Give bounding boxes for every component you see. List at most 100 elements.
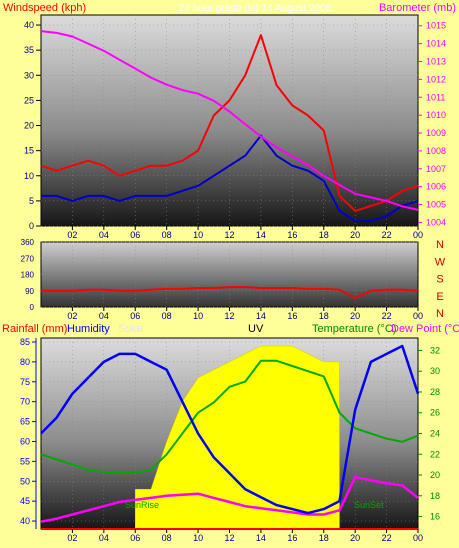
barometer-ytick-label: 1013 bbox=[426, 56, 446, 66]
barometer-ytick-label: 1008 bbox=[426, 146, 446, 156]
compass-label: S bbox=[436, 274, 443, 286]
temperature-xtick-label: 08 bbox=[162, 533, 172, 543]
temperature-ytick-label: 28 bbox=[430, 387, 440, 397]
wind-xtick-label: 12 bbox=[224, 230, 234, 240]
temperature-xtick-label: 16 bbox=[287, 533, 297, 543]
wind-ytick-label: 20 bbox=[24, 121, 34, 131]
legend-temperature: Temperature (°C) bbox=[312, 323, 396, 335]
temperature-ytick-label: 30 bbox=[430, 366, 440, 376]
direction-ytick-label: 90 bbox=[25, 287, 34, 296]
wind-direction-line bbox=[41, 286, 419, 299]
temperature-xtick-label: 04 bbox=[99, 533, 109, 543]
wind-xtick-label: 22 bbox=[382, 230, 392, 240]
wind-ytick-label: 15 bbox=[24, 146, 34, 156]
barometer-ytick-label: 1007 bbox=[426, 164, 446, 174]
wind-xtick-label: 18 bbox=[319, 230, 329, 240]
chart-date-title: 24 hour graph (to) 14 August 2006 bbox=[179, 3, 332, 14]
temperature-xtick-label: 18 bbox=[319, 533, 329, 543]
wind-xtick-label: 08 bbox=[162, 230, 172, 240]
wind-ytick-label: 35 bbox=[24, 45, 34, 55]
direction-xtick-label: 14 bbox=[256, 311, 266, 321]
temperature-ytick-label: 16 bbox=[430, 512, 440, 522]
legend-solar: Solar bbox=[118, 323, 144, 335]
compass-label: N bbox=[436, 239, 444, 251]
direction-ytick-label: 0 bbox=[30, 303, 35, 312]
sunset-label: SunSet bbox=[354, 500, 384, 510]
temperature-xtick-label: 12 bbox=[224, 533, 234, 543]
direction-xtick-label: 10 bbox=[193, 311, 203, 321]
humidity-ytick-label: 85 bbox=[20, 337, 30, 347]
wind-ytick-label: 5 bbox=[29, 196, 34, 206]
direction-ytick-label: 180 bbox=[21, 271, 35, 280]
barometer-ytick-label: 1005 bbox=[426, 200, 446, 210]
temperature-xtick-label: 00 bbox=[413, 533, 423, 543]
temperature-xtick-label: 10 bbox=[193, 533, 203, 543]
compass-label: W bbox=[435, 256, 446, 268]
humidity-ytick-label: 45 bbox=[20, 496, 30, 506]
humidity-ytick-label: 55 bbox=[20, 456, 30, 466]
barometer-ytick-label: 1012 bbox=[426, 74, 446, 84]
temperature-line bbox=[40, 359, 419, 474]
barometer-ytick-label: 1006 bbox=[426, 182, 446, 192]
legend-humidity: Humidity bbox=[67, 323, 110, 335]
temperature-xtick-label: 14 bbox=[256, 533, 266, 543]
temperature-ytick-label: 32 bbox=[430, 345, 440, 355]
direction-xtick-label: 20 bbox=[350, 311, 360, 321]
temperature-ytick-label: 24 bbox=[430, 429, 440, 439]
temperature-ytick-label: 26 bbox=[430, 408, 440, 418]
direction-xtick-label: 18 bbox=[319, 311, 329, 321]
humidity-ytick-label: 65 bbox=[20, 417, 30, 427]
humidity-ytick-label: 60 bbox=[20, 436, 30, 446]
humidity-ytick-label: 75 bbox=[20, 377, 30, 387]
direction-xtick-label: 22 bbox=[382, 311, 392, 321]
average-windspeed-line bbox=[41, 134, 419, 222]
barometer-ytick-label: 1009 bbox=[426, 128, 446, 138]
wind-xtick-label: 20 bbox=[350, 230, 360, 240]
barometer-title: Barometer (mb) bbox=[379, 2, 456, 14]
humidity-ytick-label: 50 bbox=[20, 476, 30, 486]
barometer-ytick-label: 1010 bbox=[426, 110, 446, 120]
temperature-xtick-label: 02 bbox=[67, 533, 77, 543]
compass-label: E bbox=[436, 291, 443, 303]
humidity-ytick-label: 70 bbox=[20, 397, 30, 407]
solar-area bbox=[135, 345, 340, 530]
humidity-ytick-label: 80 bbox=[20, 357, 30, 367]
direction-xtick-label: 02 bbox=[67, 311, 77, 321]
wind-xtick-label: 06 bbox=[130, 230, 140, 240]
direction-ytick-label: 360 bbox=[21, 238, 35, 247]
direction-ytick-label: 270 bbox=[21, 254, 35, 263]
barometer-line bbox=[40, 30, 419, 211]
direction-xtick-label: 16 bbox=[287, 311, 297, 321]
direction-xtick-label: 00 bbox=[413, 311, 423, 321]
temperature-ytick-label: 20 bbox=[430, 470, 440, 480]
legend-dew-point: Dew Point (°C) bbox=[391, 323, 459, 335]
direction-xtick-label: 12 bbox=[224, 311, 234, 321]
temperature-ytick-label: 22 bbox=[430, 449, 440, 459]
legend-uv: UV bbox=[248, 323, 264, 335]
wind-xtick-label: 14 bbox=[256, 230, 266, 240]
humidity-line bbox=[40, 344, 420, 515]
legend-rainfall: Rainfall (mm) bbox=[2, 323, 67, 335]
temperature-xtick-label: 06 bbox=[130, 533, 140, 543]
temperature-xtick-label: 22 bbox=[382, 533, 392, 543]
wind-xtick-label: 10 bbox=[193, 230, 203, 240]
barometer-ytick-label: 1015 bbox=[426, 21, 446, 31]
direction-xtick-label: 04 bbox=[99, 311, 109, 321]
barometer-ytick-label: 1011 bbox=[426, 92, 445, 102]
humidity-ytick-label: 40 bbox=[20, 516, 30, 526]
wind-ytick-label: 30 bbox=[24, 70, 34, 80]
wind-xtick-label: 00 bbox=[413, 230, 423, 240]
temperature-xtick-label: 20 bbox=[350, 533, 360, 543]
windspeed-gust-line bbox=[40, 34, 419, 212]
wind-ytick-label: 0 bbox=[29, 221, 34, 231]
sunrise-label: SunRise bbox=[125, 500, 159, 510]
barometer-ytick-label: 1004 bbox=[426, 217, 446, 227]
wind-xtick-label: 16 bbox=[287, 230, 297, 240]
temperature-ytick-label: 18 bbox=[430, 491, 440, 501]
compass-label: N bbox=[436, 308, 444, 320]
wind-ytick-label: 40 bbox=[24, 20, 34, 30]
wind-xtick-label: 04 bbox=[99, 230, 109, 240]
direction-xtick-label: 06 bbox=[130, 311, 140, 321]
